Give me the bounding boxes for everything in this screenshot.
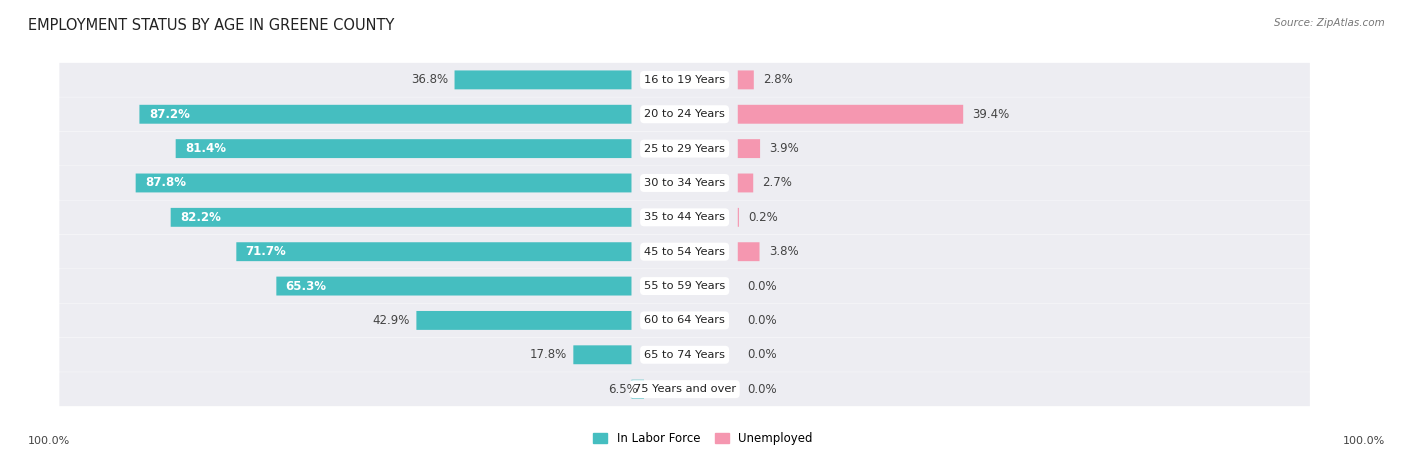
FancyBboxPatch shape [236,242,631,261]
Text: 0.2%: 0.2% [748,211,778,224]
Text: 3.9%: 3.9% [769,142,799,155]
Text: 81.4%: 81.4% [186,142,226,155]
Text: 0.0%: 0.0% [747,382,776,396]
Text: 39.4%: 39.4% [973,108,1010,121]
Text: 0.0%: 0.0% [747,348,776,361]
Text: 36.8%: 36.8% [411,74,449,87]
FancyBboxPatch shape [135,174,631,193]
FancyBboxPatch shape [59,132,1310,166]
FancyBboxPatch shape [170,208,631,227]
FancyBboxPatch shape [176,139,631,158]
Text: 6.5%: 6.5% [607,382,638,396]
FancyBboxPatch shape [59,338,1310,372]
FancyBboxPatch shape [631,380,644,399]
FancyBboxPatch shape [277,276,631,295]
Text: 20 to 24 Years: 20 to 24 Years [644,109,725,119]
Legend: In Labor Force, Unemployed: In Labor Force, Unemployed [593,432,813,445]
Text: 82.2%: 82.2% [180,211,221,224]
Text: Source: ZipAtlas.com: Source: ZipAtlas.com [1274,18,1385,28]
FancyBboxPatch shape [738,70,754,89]
FancyBboxPatch shape [59,200,1310,235]
Text: 71.7%: 71.7% [246,245,287,258]
Text: 55 to 59 Years: 55 to 59 Years [644,281,725,291]
Text: 0.0%: 0.0% [747,314,776,327]
Text: 2.7%: 2.7% [762,176,793,189]
FancyBboxPatch shape [59,166,1310,200]
FancyBboxPatch shape [738,174,754,193]
FancyBboxPatch shape [59,269,1310,303]
FancyBboxPatch shape [454,70,631,89]
Text: 42.9%: 42.9% [373,314,411,327]
Text: 2.8%: 2.8% [763,74,793,87]
FancyBboxPatch shape [59,235,1310,269]
Text: 75 Years and over: 75 Years and over [634,384,735,394]
FancyBboxPatch shape [139,105,631,124]
Text: 45 to 54 Years: 45 to 54 Years [644,247,725,257]
Text: 17.8%: 17.8% [530,348,567,361]
FancyBboxPatch shape [738,242,759,261]
FancyBboxPatch shape [416,311,631,330]
Text: EMPLOYMENT STATUS BY AGE IN GREENE COUNTY: EMPLOYMENT STATUS BY AGE IN GREENE COUNT… [28,18,395,33]
Text: 0.0%: 0.0% [747,280,776,293]
Text: 65 to 74 Years: 65 to 74 Years [644,350,725,360]
FancyBboxPatch shape [59,63,1310,97]
Text: 60 to 64 Years: 60 to 64 Years [644,315,725,326]
FancyBboxPatch shape [59,372,1310,406]
Text: 30 to 34 Years: 30 to 34 Years [644,178,725,188]
FancyBboxPatch shape [59,97,1310,131]
Text: 25 to 29 Years: 25 to 29 Years [644,143,725,154]
Text: 87.8%: 87.8% [145,176,186,189]
Text: 100.0%: 100.0% [1343,437,1385,446]
Text: 35 to 44 Years: 35 to 44 Years [644,212,725,222]
FancyBboxPatch shape [738,139,761,158]
FancyBboxPatch shape [59,304,1310,337]
Text: 87.2%: 87.2% [149,108,190,121]
FancyBboxPatch shape [738,105,963,124]
Text: 100.0%: 100.0% [28,437,70,446]
Text: 16 to 19 Years: 16 to 19 Years [644,75,725,85]
Text: 65.3%: 65.3% [285,280,326,293]
FancyBboxPatch shape [574,345,631,364]
Text: 3.8%: 3.8% [769,245,799,258]
